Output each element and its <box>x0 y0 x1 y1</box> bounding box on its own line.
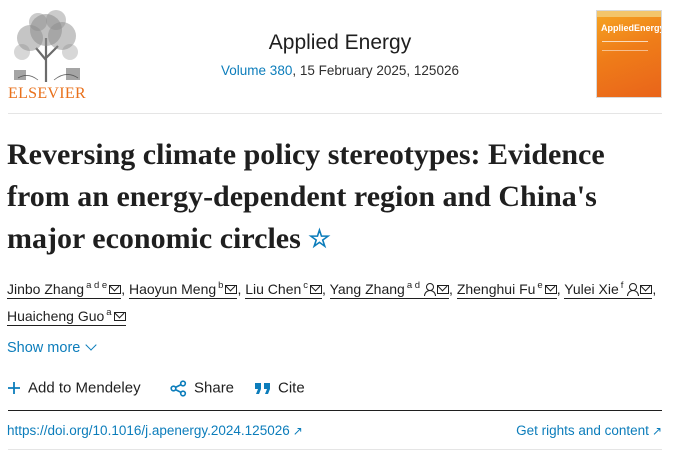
author-link[interactable]: Yang Zhang a d <box>329 280 450 299</box>
external-link-icon: ↗ <box>651 424 662 438</box>
add-to-mendeley-button[interactable]: Add to Mendeley <box>7 379 141 397</box>
cite-label: Cite <box>278 379 305 397</box>
author-name: Yulei Xie <box>564 281 619 297</box>
plus-icon <box>8 382 20 395</box>
elsevier-tree-icon <box>14 10 80 82</box>
publisher-wordmark: ELSEVIER <box>8 85 86 102</box>
author-separator: , <box>121 281 126 297</box>
author-name: Huaicheng Guo <box>7 308 105 324</box>
author-separator: , <box>449 281 453 297</box>
cover-band <box>597 11 661 17</box>
share-icon <box>170 379 187 397</box>
issue-info: Volume 380, 15 February 2025, 125026 <box>150 63 530 78</box>
doi-link[interactable]: https://doi.org/10.1016/j.apenergy.2024.… <box>7 423 303 438</box>
share-label: Share <box>194 379 235 397</box>
show-more-button[interactable]: Show more <box>7 339 98 356</box>
author-name: Jinbo Zhang <box>7 281 85 297</box>
rights-text: Get rights and content <box>516 423 649 438</box>
author-name: Liu Chen <box>245 281 302 297</box>
corresponding-author-icon <box>626 283 640 296</box>
cover-decoration <box>602 41 648 51</box>
author-affiliation: a d e <box>86 280 108 291</box>
author-separator: , <box>322 281 326 297</box>
author-link[interactable]: Huaicheng Guo a <box>7 307 126 326</box>
article-title: Reversing climate policy stereotypes: Ev… <box>7 134 657 261</box>
author-separator: , <box>652 281 657 297</box>
author-link[interactable]: Liu Chen c <box>245 280 323 299</box>
corresponding-author-icon <box>423 283 437 296</box>
header-divider <box>8 113 662 114</box>
author-link[interactable]: Yulei Xie f <box>564 280 653 299</box>
journal-cover-image[interactable]: AppliedEnergy <box>596 10 662 98</box>
journal-header: ELSEVIER Applied Energy Volume 380, 15 F… <box>0 0 678 112</box>
share-button[interactable]: Share <box>170 379 234 397</box>
mail-icon <box>225 285 238 294</box>
show-more-label: Show more <box>7 340 81 356</box>
article-title-text: Reversing climate policy stereotypes: Ev… <box>7 138 605 255</box>
author-name: Zhenghui Fu <box>456 281 536 297</box>
footer-divider <box>8 449 662 450</box>
author-name: Yang Zhang <box>329 281 405 297</box>
cover-title: AppliedEnergy <box>601 23 662 33</box>
mail-icon <box>544 285 557 294</box>
author-link[interactable]: Zhenghui Fu e <box>456 280 557 299</box>
elsevier-logo[interactable]: ELSEVIER <box>6 8 88 102</box>
author-link[interactable]: Haoyun Meng b <box>128 280 238 299</box>
mendeley-label: Add to Mendeley <box>28 379 141 397</box>
doi-text: https://doi.org/10.1016/j.apenergy.2024.… <box>7 423 290 438</box>
volume-link[interactable]: Volume 380 <box>221 63 293 78</box>
star-icon[interactable]: ☆ <box>308 226 331 253</box>
mail-icon <box>310 285 323 294</box>
author-separator: , <box>556 281 561 297</box>
author-affiliation: a d <box>406 280 421 291</box>
mail-icon <box>113 312 126 321</box>
quote-icon <box>255 383 270 395</box>
cite-button[interactable]: Cite <box>254 379 305 397</box>
author-link[interactable]: Jinbo Zhang a d e <box>7 280 122 299</box>
mail-icon <box>437 285 450 294</box>
author-affiliation: b <box>218 280 224 291</box>
mail-icon <box>109 285 122 294</box>
author-affiliation: c <box>303 280 309 291</box>
issue-date: , 15 February 2025, 125026 <box>292 63 459 78</box>
actions-divider <box>8 410 662 411</box>
author-affiliation: f <box>620 280 624 291</box>
author-affiliation: a <box>106 307 112 318</box>
external-link-icon: ↗ <box>292 424 303 438</box>
author-affiliation: e <box>537 280 543 291</box>
mail-icon <box>640 285 653 294</box>
author-list: Jinbo Zhang a d e, Haoyun Meng b, Liu Chen… <box>7 274 657 328</box>
rights-link[interactable]: Get rights and content ↗ <box>516 423 662 438</box>
chevron-down-icon <box>85 339 98 351</box>
author-name: Haoyun Meng <box>128 281 217 297</box>
journal-title-link[interactable]: Applied Energy <box>268 31 412 54</box>
journal-info: Applied Energy Volume 380, 15 February 2… <box>150 30 530 78</box>
author-separator: , <box>237 281 242 297</box>
